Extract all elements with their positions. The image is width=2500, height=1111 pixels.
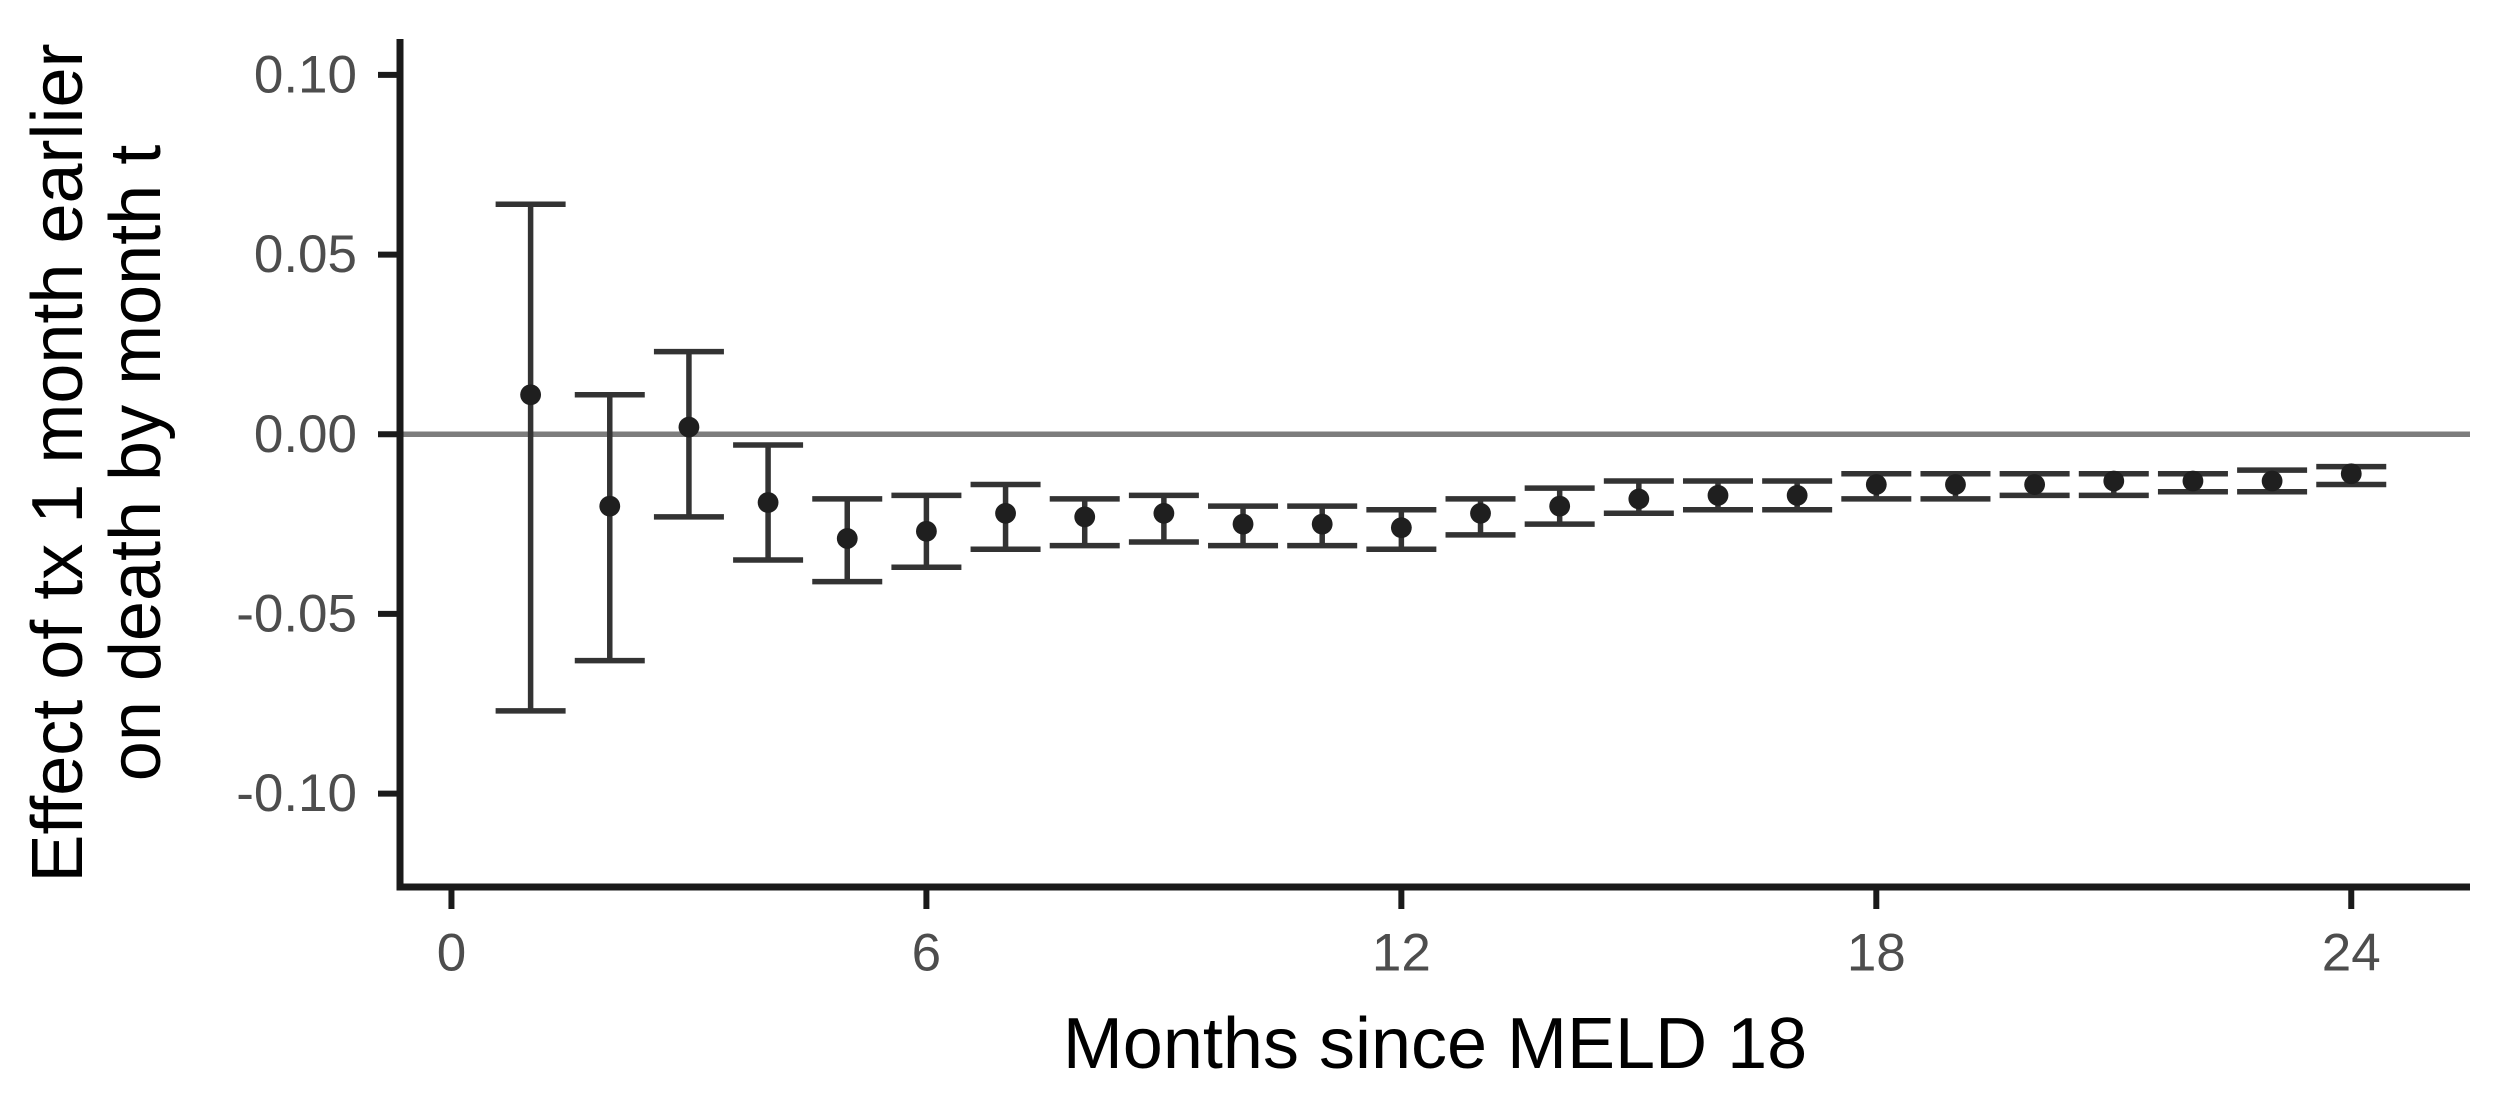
x-tick-label: 0 — [437, 924, 466, 983]
y-axis-title-line1: Effect of tx 1 month earlier — [18, 43, 98, 882]
data-point-month-4 — [757, 492, 779, 513]
data-point-month-19 — [1945, 474, 1966, 495]
data-point-month-9 — [1153, 502, 1175, 524]
data-point-month-1 — [520, 384, 542, 406]
x-tick-label: 24 — [2322, 924, 2381, 983]
data-point-month-13 — [1470, 502, 1491, 524]
data-point-month-10 — [1232, 513, 1254, 535]
data-point-month-18 — [1865, 474, 1887, 495]
data-point-month-20 — [2024, 474, 2046, 495]
data-point-month-21 — [2103, 470, 2125, 492]
data-point-month-24 — [2340, 463, 2362, 485]
data-point-month-22 — [2182, 470, 2204, 492]
y-axis-title-line2: on death by month t — [96, 145, 176, 781]
data-point-month-17 — [1786, 484, 1808, 506]
y-tick-label: -0.10 — [236, 764, 357, 823]
data-point-month-6 — [916, 520, 937, 542]
x-axis-title: Months since MELD 18 — [1063, 1004, 1807, 1084]
data-point-month-15 — [1628, 488, 1650, 510]
data-point-month-12 — [1390, 517, 1412, 539]
data-point-month-7 — [995, 502, 1016, 524]
x-tick-label: 18 — [1847, 924, 1906, 983]
data-point-month-14 — [1549, 495, 1571, 517]
y-tick-label: 0.00 — [254, 405, 357, 464]
x-tick-label: 12 — [1372, 924, 1431, 983]
data-point-month-8 — [1074, 506, 1096, 528]
data-point-month-5 — [836, 528, 858, 549]
y-tick-label: 0.05 — [254, 225, 357, 284]
data-point-month-23 — [2261, 470, 2283, 492]
y-tick-label: 0.10 — [254, 45, 357, 104]
data-point-month-11 — [1311, 513, 1333, 535]
y-tick-label: -0.05 — [236, 584, 357, 643]
data-point-month-2 — [599, 495, 621, 517]
x-tick-label: 6 — [912, 924, 941, 983]
data-point-month-3 — [678, 416, 700, 438]
data-point-month-16 — [1707, 484, 1729, 506]
